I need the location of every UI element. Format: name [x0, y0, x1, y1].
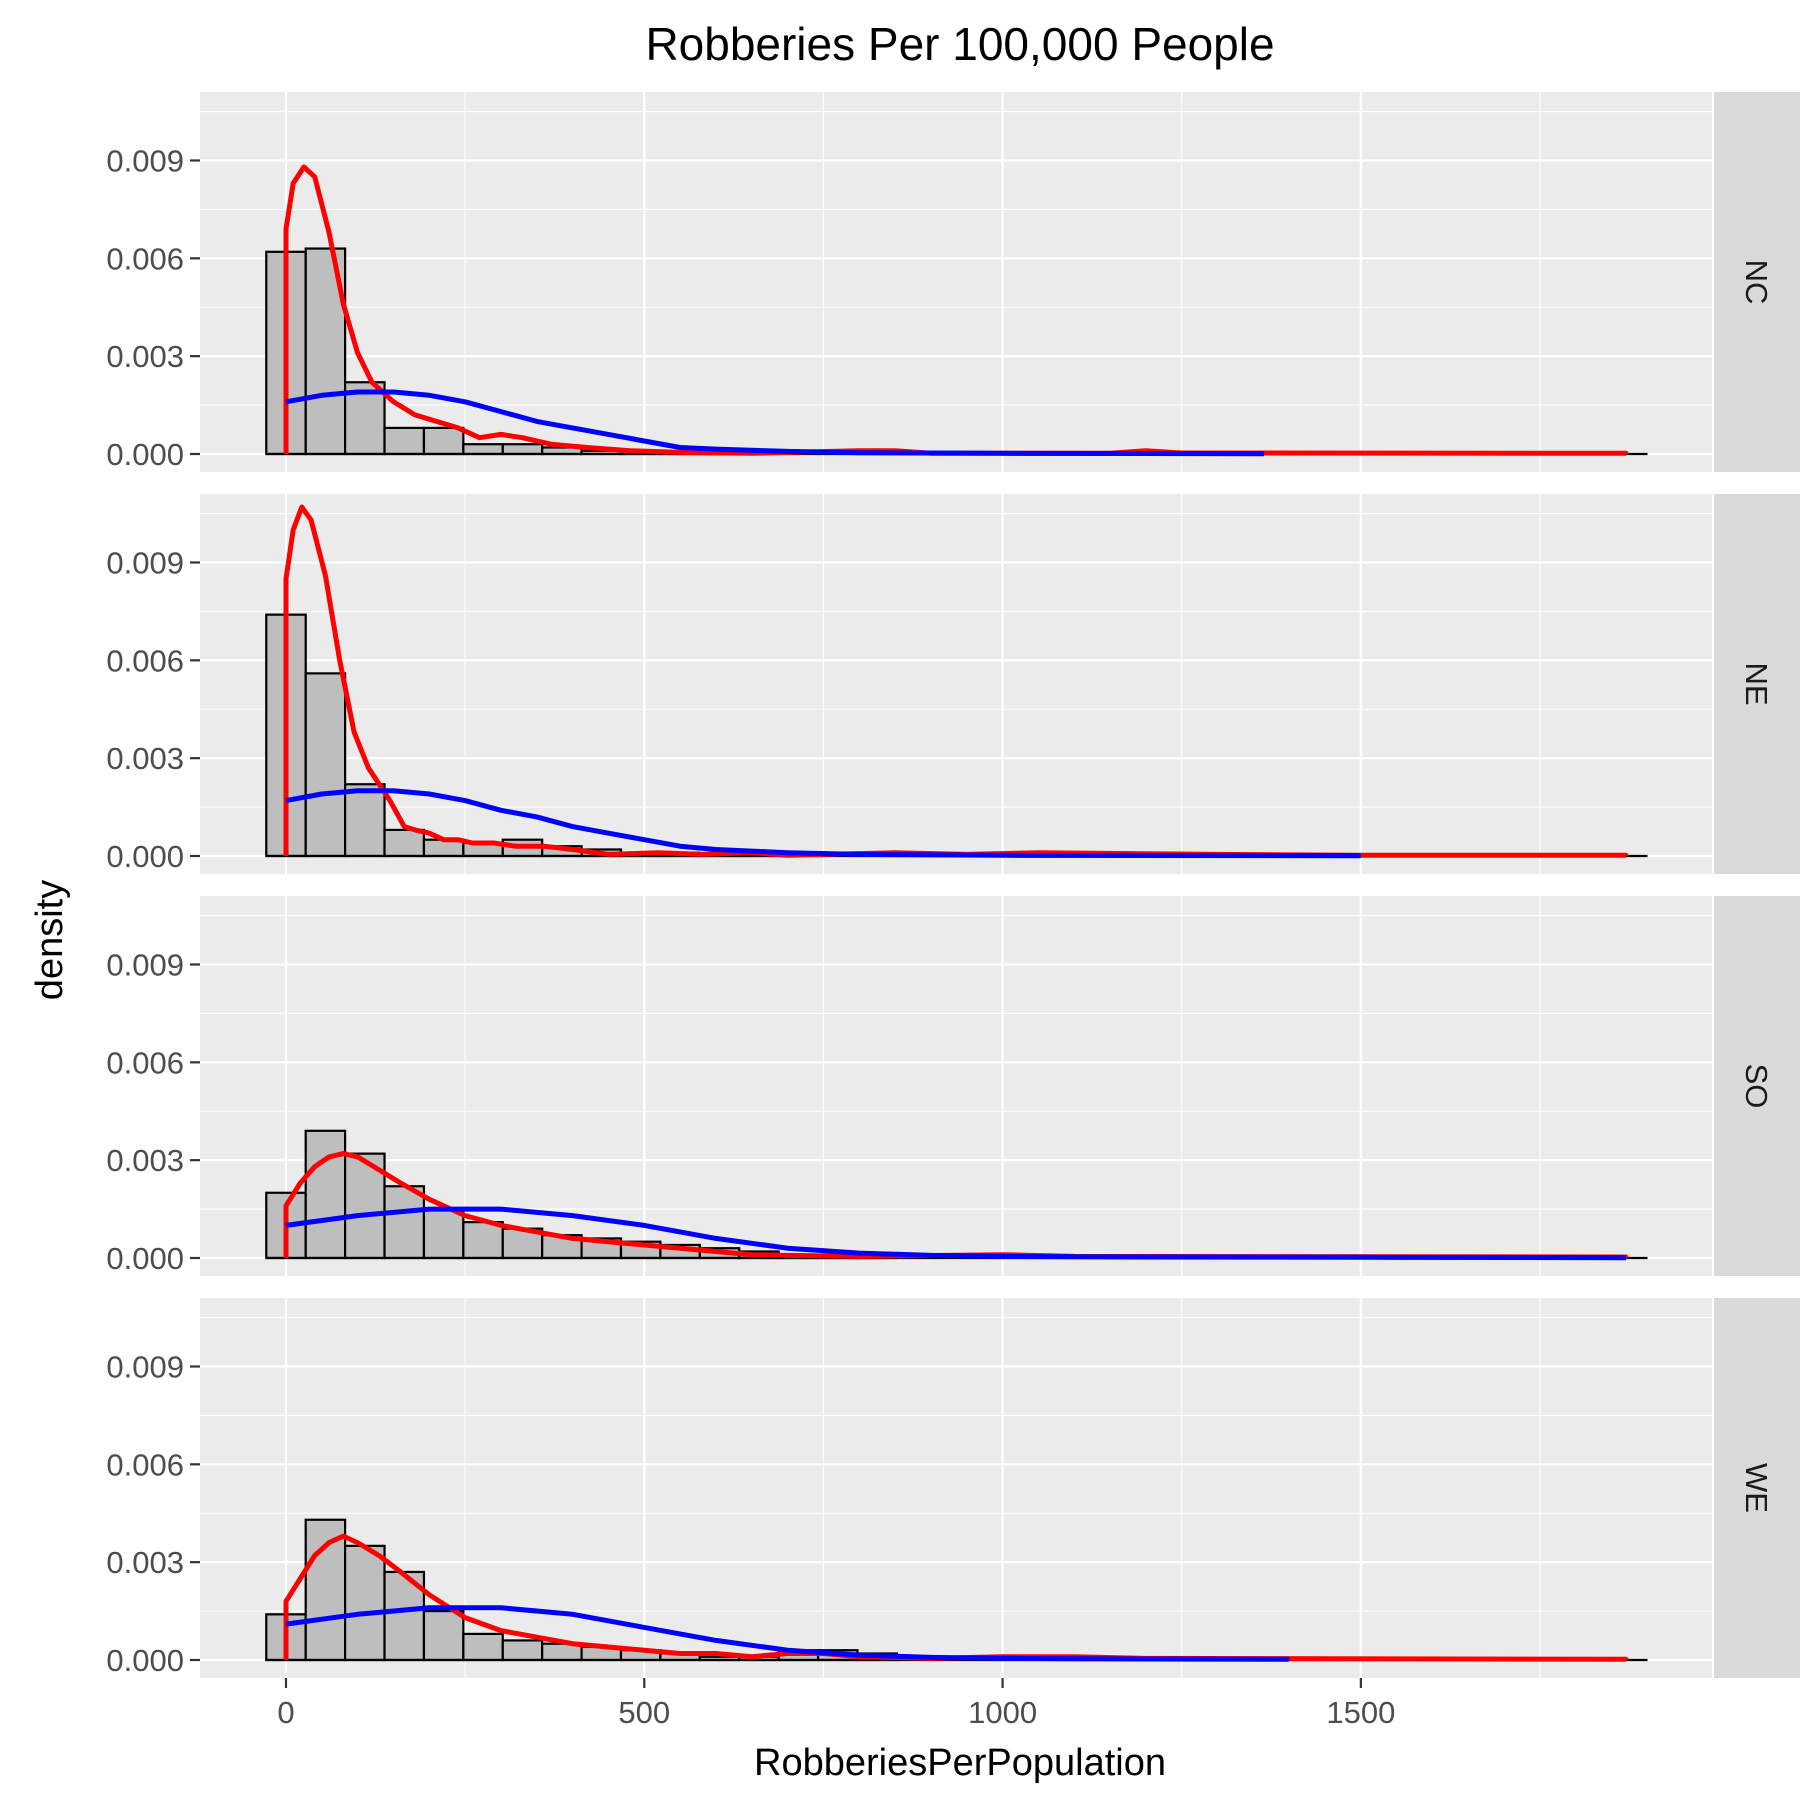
- facet-strip-label: NC: [1739, 260, 1774, 305]
- kernel-density-line: [283, 1151, 1629, 1260]
- histogram-bar: [304, 1129, 347, 1260]
- x-tick-label: 0: [277, 1695, 294, 1730]
- x-axis-title: RobberiesPerPopulation: [754, 1742, 1166, 1784]
- y-tick-label: 0.000: [106, 437, 184, 472]
- histogram-bar: [383, 1185, 426, 1260]
- facet-strip: [1714, 92, 1800, 472]
- histogram-bar: [462, 1632, 504, 1662]
- y-axis-title: density: [29, 880, 71, 1000]
- x-tick-label: 1000: [968, 1695, 1037, 1730]
- facet-strip: [1714, 1298, 1800, 1678]
- y-tick-label: 0.009: [106, 143, 184, 178]
- panel-background: [200, 92, 1712, 472]
- facet-panel-we: 0.000 0.003 0.006 0.009 WE: [106, 1298, 1800, 1678]
- fitted-density-line: [285, 1605, 1290, 1662]
- histogram-bar: [422, 1207, 465, 1260]
- facet-strip-label: WE: [1739, 1463, 1774, 1513]
- chart-title: Robberies Per 100,000 People: [645, 18, 1274, 70]
- y-tick-label: 0.009: [106, 545, 184, 580]
- y-tick-label: 0.006: [106, 1045, 184, 1080]
- y-tick-label: 0.000: [106, 1241, 184, 1276]
- x-axis: 0 500 1000 1500: [277, 1678, 1395, 1730]
- facet-strip: [1714, 896, 1800, 1276]
- y-tick-label: 0.003: [106, 1143, 184, 1178]
- histogram-bar: [383, 426, 426, 456]
- histogram-bar: [422, 1609, 465, 1662]
- facet-panel-so: 0.000 0.003 0.006 0.009 SO: [106, 896, 1800, 1276]
- y-tick-label: 0.000: [106, 1643, 184, 1678]
- y-tick-label: 0.006: [106, 241, 184, 276]
- facet-panel-ne: 0.000 0.003 0.006 0.009 NE: [106, 494, 1800, 874]
- histogram-bar: [304, 1518, 347, 1662]
- y-tick-label: 0.000: [106, 839, 184, 874]
- facet-panel-nc: 0.000 0.003 0.006 0.009 NC: [106, 92, 1800, 472]
- histogram-bar: [344, 783, 386, 858]
- fitted-density-line: [285, 389, 1265, 457]
- facet-strip: [1714, 494, 1800, 874]
- fitted-density-line: [285, 788, 1361, 859]
- y-tick-label: 0.003: [106, 339, 184, 374]
- y-tick-label: 0.006: [106, 1447, 184, 1482]
- y-tick-label: 0.009: [106, 1349, 184, 1384]
- x-tick-label: 500: [618, 1695, 670, 1730]
- histogram-bar: [462, 1221, 504, 1260]
- y-tick-label: 0.003: [106, 741, 184, 776]
- histogram-bar: [501, 443, 544, 456]
- facet-panels: 0.0000.0030.0060.009NC0.0000.0030.0060.0…: [106, 92, 1800, 1678]
- fitted-density-line: [285, 1206, 1627, 1261]
- y-tick-label: 0.003: [106, 1545, 184, 1580]
- facet-strip-label: SO: [1739, 1064, 1774, 1109]
- y-tick-label: 0.009: [106, 947, 184, 982]
- y-tick-label: 0.006: [106, 643, 184, 678]
- panel-background: [200, 494, 1712, 874]
- histogram-bar: [501, 1639, 544, 1662]
- histogram-bar: [344, 1544, 386, 1662]
- histogram-bar: [462, 443, 504, 456]
- x-tick-label: 1500: [1326, 1695, 1395, 1730]
- histogram-bar: [304, 672, 347, 858]
- histogram-bar: [383, 828, 426, 858]
- histogram-bar: [422, 426, 465, 456]
- facet-strip-label: NE: [1739, 662, 1774, 705]
